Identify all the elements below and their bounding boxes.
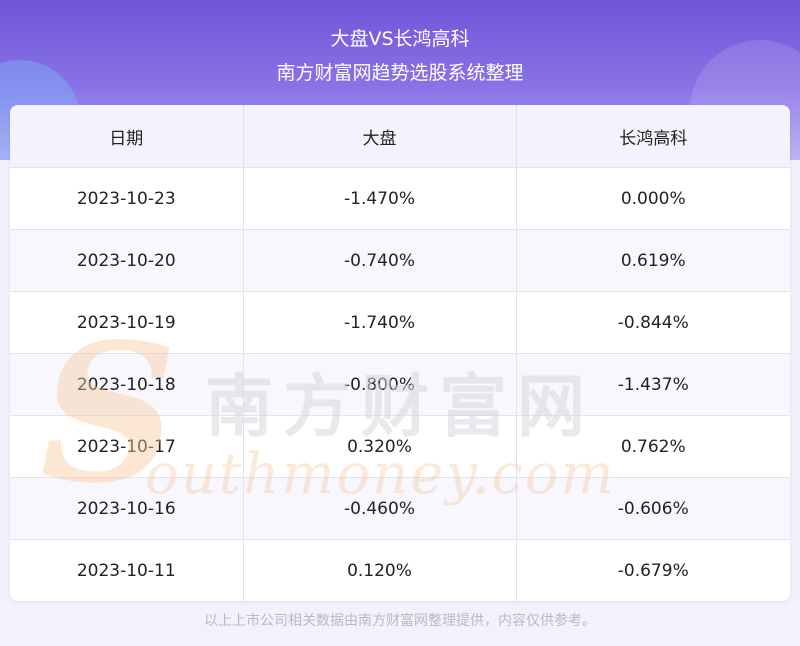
- table-row: 2023-10-17 0.320% 0.762%: [10, 415, 790, 478]
- column-header-date: 日期: [10, 105, 243, 168]
- market-change-cell: -0.740%: [242, 229, 516, 292]
- date-cell: 2023-10-20: [10, 229, 243, 292]
- date-cell: 2023-10-18: [10, 353, 243, 416]
- date-cell: 2023-10-19: [10, 291, 243, 354]
- table-row: 2023-10-16 -0.460% -0.606%: [10, 477, 790, 540]
- market-change-cell: -0.800%: [242, 353, 516, 416]
- data-table-card: 日期 大盘 长鸿高科 2023-10-23 -1.470% 0.000% 202…: [10, 105, 790, 601]
- stock-change-cell: -1.437%: [515, 353, 790, 416]
- date-cell: 2023-10-16: [10, 477, 243, 540]
- market-change-cell: 0.120%: [242, 539, 516, 601]
- comparison-table: 日期 大盘 长鸿高科 2023-10-23 -1.470% 0.000% 202…: [10, 105, 790, 601]
- stock-change-cell: -0.679%: [515, 539, 790, 601]
- table-row: 2023-10-20 -0.740% 0.619%: [10, 229, 790, 292]
- table-row: 2023-10-19 -1.740% -0.844%: [10, 291, 790, 354]
- stock-change-cell: 0.619%: [515, 229, 790, 292]
- market-change-cell: -1.470%: [242, 167, 516, 230]
- disclaimer-text: 以上上市公司相关数据由南方财富网整理提供，内容仅供参考。: [204, 613, 596, 629]
- date-cell: 2023-10-17: [10, 415, 243, 478]
- market-change-cell: -0.460%: [242, 477, 516, 540]
- column-header-stock: 长鸿高科: [515, 105, 790, 168]
- date-cell: 2023-10-11: [76, 560, 176, 581]
- market-change-cell: 0.320%: [242, 415, 516, 478]
- table-row: 2023-10-11 0.120% -0.679%: [10, 539, 790, 601]
- stock-change-cell: 0.762%: [515, 415, 790, 478]
- stock-change-cell: 0.000%: [515, 167, 790, 230]
- stock-change-cell: -0.844%: [515, 291, 790, 354]
- date-cell: 2023-10-23: [10, 167, 243, 230]
- table-header-row: 日期 大盘 长鸿高科: [10, 105, 790, 168]
- column-header-market: 大盘: [242, 105, 516, 168]
- table-row: 2023-10-18 -0.800% -1.437%: [10, 353, 790, 416]
- page-title: 大盘VS长鸿高科: [330, 28, 470, 50]
- stock-change-cell: -0.606%: [515, 477, 790, 540]
- market-change-cell: -1.740%: [242, 291, 516, 354]
- page-subtitle: 南方财富网趋势选股系统整理: [276, 62, 524, 84]
- table-row: 2023-10-23 -1.470% 0.000%: [10, 167, 790, 230]
